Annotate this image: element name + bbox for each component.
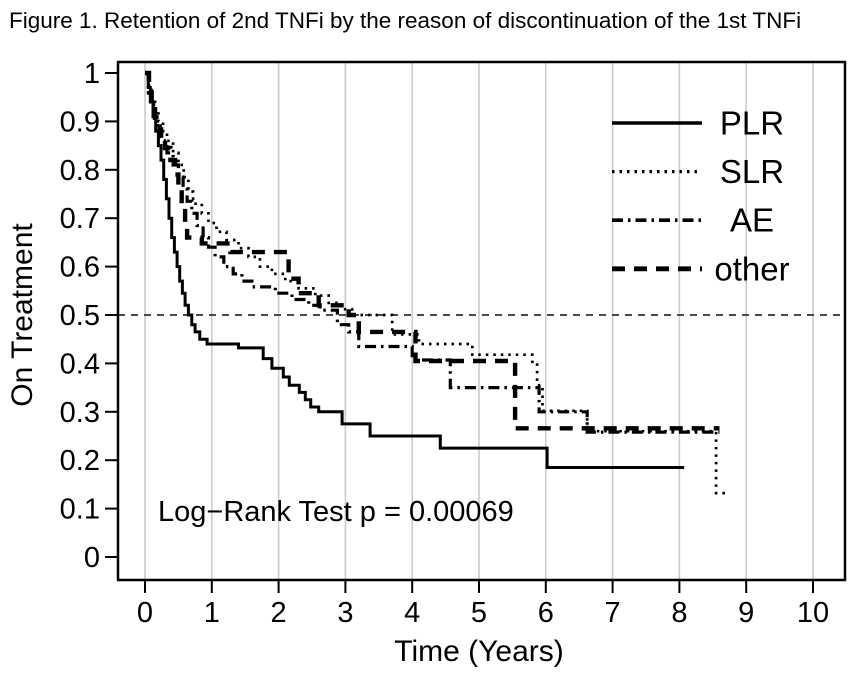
plot-border [116, 60, 847, 582]
y-tick-label: 0.5 [60, 300, 100, 332]
legend-item-SLR: SLR [612, 153, 784, 190]
x-tick-label: 9 [738, 597, 754, 629]
y-tick-label: 0.9 [60, 106, 100, 138]
x-axis-title: Time (Years) [394, 635, 563, 668]
km-curves [145, 70, 730, 495]
log-rank-annotation: Log−Rank Test p = 0.00069 [158, 496, 514, 528]
y-tick-label: 0 [84, 542, 100, 574]
y-axis-title: On Treatment [6, 223, 39, 407]
x-tick-label: 7 [605, 597, 621, 629]
legend-item-other: other [612, 250, 790, 287]
x-tick-label: 0 [137, 597, 153, 629]
x-tick-label: 2 [271, 597, 287, 629]
legend: PLR SLR AE other [612, 105, 790, 287]
legend-item-PLR: PLR [612, 105, 784, 142]
x-tick-label: 10 [797, 597, 829, 629]
legend-label: other [714, 250, 789, 287]
x-tick-label: 6 [538, 597, 554, 629]
series-SLR-line [145, 71, 730, 495]
y-tick-label: 0.7 [60, 203, 100, 235]
x-tick-label: 8 [671, 597, 687, 629]
x-tick-label: 5 [471, 597, 487, 629]
y-tick-label: 1 [84, 58, 100, 90]
x-tick-label: 1 [204, 597, 220, 629]
series-other-line [145, 70, 720, 431]
legend-label: SLR [720, 153, 784, 190]
y-tick-label: 0.8 [60, 155, 100, 187]
series-PLR-line [145, 71, 685, 469]
legend-item-AE: AE [612, 202, 774, 239]
gridlines [144, 63, 814, 579]
legend-label: PLR [720, 105, 784, 142]
y-tick-label: 0.2 [60, 445, 100, 477]
x-tick-label: 3 [337, 597, 353, 629]
figure-title: Figure 1. Retention of 2nd TNFi by the r… [9, 8, 802, 33]
x-tick-label: 4 [404, 597, 420, 629]
axes: 0 1 2 3 4 5 6 7 8 9 10 0 0.1 0.2 0.3 0.4 0.5 0.6 0.7 0.8 0.9… [60, 58, 829, 629]
y-tick-label: 0.3 [60, 397, 100, 429]
legend-label: AE [730, 202, 774, 239]
y-tick-label: 0.1 [60, 494, 100, 526]
y-tick-label: 0.6 [60, 252, 100, 284]
y-tick-label: 0.4 [60, 348, 100, 380]
